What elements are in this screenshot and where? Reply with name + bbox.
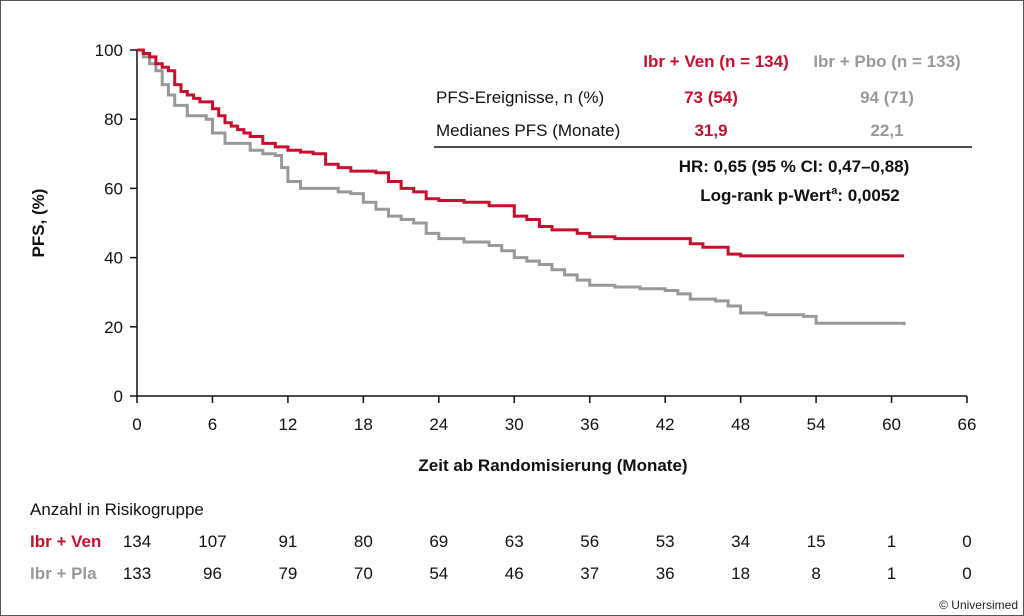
risk-count: 96 bbox=[202, 564, 222, 583]
legend-table: Ibr + Ven (n = 134) Ibr + Pbo (n = 133) … bbox=[434, 52, 972, 205]
risk-count: 80 bbox=[353, 532, 373, 551]
x-tick-label: 48 bbox=[731, 415, 750, 434]
risk-count: 36 bbox=[655, 564, 675, 583]
y-tick-label: 80 bbox=[104, 110, 123, 129]
y-tick-label: 20 bbox=[104, 318, 123, 337]
x-tick-label: 54 bbox=[807, 415, 826, 434]
y-tick-label: 0 bbox=[114, 387, 123, 406]
risk-row-ibr-ven: Ibr + Ven 134 107 91 80 69 63 56 53 34 15 1 0 bbox=[0, 532, 1024, 558]
axes: 0 20 40 60 80 100 0 6 12 18 24 30 36 42 48 54 60 66 Zeit a… bbox=[29, 41, 976, 475]
risk-count: 63 bbox=[504, 532, 524, 551]
risk-count: 107 bbox=[198, 532, 227, 551]
risk-count: 79 bbox=[278, 564, 298, 583]
x-tick-label: 6 bbox=[208, 415, 217, 434]
risk-count: 1 bbox=[886, 532, 897, 551]
logrank-text: Log-rank p-Werta: 0,0052 bbox=[700, 185, 899, 205]
risk-table-title: Anzahl in Risikogruppe bbox=[30, 500, 204, 519]
risk-count: 56 bbox=[580, 532, 600, 551]
legend-header-ven: Ibr + Ven (n = 134) bbox=[643, 52, 789, 71]
legend-row-label-events: PFS-Ereignisse, n (%) bbox=[436, 88, 604, 107]
risk-count: 1 bbox=[886, 564, 897, 583]
x-axis-label: Zeit ab Randomisierung (Monate) bbox=[418, 456, 687, 475]
legend-header-pbo: Ibr + Pbo (n = 133) bbox=[813, 52, 960, 71]
x-tick-label: 0 bbox=[132, 415, 141, 434]
x-tick-label: 30 bbox=[505, 415, 524, 434]
risk-count: 15 bbox=[806, 532, 826, 551]
legend-median-pbo: 22,1 bbox=[870, 121, 903, 140]
risk-row-label: Ibr + Pla bbox=[30, 564, 97, 583]
curves bbox=[137, 48, 906, 326]
risk-count: 34 bbox=[731, 532, 751, 551]
x-tick-label: 24 bbox=[429, 415, 448, 434]
hazard-ratio-text: HR: 0,65 (95 % CI: 0,47–0,88) bbox=[679, 157, 910, 176]
risk-count: 133 bbox=[122, 564, 152, 583]
y-axis-label: PFS, (%) bbox=[29, 189, 48, 258]
risk-row-label: Ibr + Ven bbox=[30, 532, 102, 551]
y-tick-label: 60 bbox=[104, 179, 123, 198]
risk-count: 134 bbox=[122, 532, 152, 551]
risk-count: 46 bbox=[504, 564, 524, 583]
curve-ibr-ven bbox=[137, 48, 905, 258]
y-tick-label: 100 bbox=[95, 41, 123, 60]
x-tick-label: 36 bbox=[580, 415, 599, 434]
risk-count: 54 bbox=[429, 564, 449, 583]
risk-count: 37 bbox=[580, 564, 600, 583]
legend-events-ven: 73 (54) bbox=[684, 88, 738, 107]
legend-median-ven: 31,9 bbox=[694, 121, 727, 140]
risk-count: 91 bbox=[278, 532, 298, 551]
legend-events-pbo: 94 (71) bbox=[860, 88, 914, 107]
risk-count: 18 bbox=[731, 564, 751, 583]
logrank-superscript: a bbox=[831, 185, 838, 197]
x-tick-label: 18 bbox=[354, 415, 373, 434]
y-tick-label: 40 bbox=[104, 249, 123, 268]
legend-row-label-median: Medianes PFS (Monate) bbox=[436, 121, 620, 140]
x-tick-label: 42 bbox=[656, 415, 675, 434]
logrank-prefix: Log-rank p-Wert bbox=[700, 186, 831, 205]
x-tick-label: 12 bbox=[278, 415, 297, 434]
risk-count: 69 bbox=[429, 532, 449, 551]
risk-count: 8 bbox=[811, 564, 821, 583]
risk-count: 0 bbox=[962, 532, 972, 551]
curve-ibr-pbo bbox=[137, 48, 906, 326]
risk-count: 53 bbox=[655, 532, 675, 551]
x-tick-label: 66 bbox=[958, 415, 977, 434]
risk-row-ibr-pla: Ibr + Pla 133 96 79 70 54 46 37 36 18 8 1 0 bbox=[0, 564, 1024, 590]
risk-count: 70 bbox=[353, 564, 373, 583]
copyright: © Universimed bbox=[939, 598, 1018, 612]
logrank-value: : 0,0052 bbox=[837, 186, 899, 205]
x-tick-label: 60 bbox=[882, 415, 901, 434]
risk-count: 0 bbox=[962, 564, 972, 583]
